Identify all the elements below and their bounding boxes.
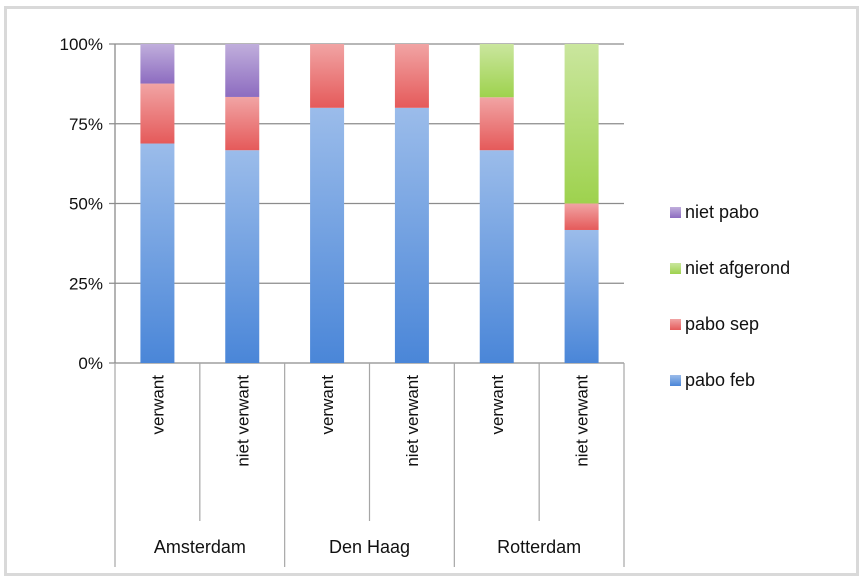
bar-segment (564, 229, 599, 363)
group-label: Amsterdam (154, 537, 246, 557)
bars-layer (140, 44, 599, 363)
category-label: niet verwant (233, 375, 252, 467)
legend-label: pabo sep (685, 314, 759, 334)
y-tick-label: 50% (69, 195, 103, 214)
bar-segment (479, 150, 514, 363)
legend-label: niet afgerond (685, 258, 790, 278)
bar-segment (140, 143, 175, 363)
bar-segment (479, 97, 514, 151)
bar-segment (564, 203, 599, 230)
bar-segment (225, 44, 260, 97)
bar-segment (479, 44, 514, 98)
y-tick-label: 25% (69, 274, 103, 293)
bar-segment (140, 83, 175, 144)
legend: niet pabo niet afgerond pabo sep pabo feb (670, 202, 790, 390)
y-tick-label: 100% (60, 35, 103, 54)
legend-swatch (670, 375, 681, 386)
category-label: niet verwant (573, 375, 592, 467)
bar-segment (310, 44, 345, 108)
bar-segment (310, 107, 345, 363)
bar-segment (394, 44, 429, 108)
bar-segment (140, 44, 175, 84)
chart-frame: 0% 25% 50% 75% 100% verwant niet verwant verwan… (4, 6, 859, 576)
group-label: Den Haag (329, 537, 410, 557)
bar-segment (394, 107, 429, 363)
bar-segment (225, 150, 260, 363)
legend-swatch (670, 207, 681, 218)
axis-layer: 0% 25% 50% 75% 100% verwant niet verwant verwan… (60, 35, 625, 567)
legend-swatch (670, 319, 681, 330)
category-label: niet verwant (403, 375, 422, 467)
bar-segment (225, 96, 260, 151)
category-label: verwant (318, 375, 337, 435)
y-tick-label: 0% (78, 354, 103, 373)
legend-label: pabo feb (685, 370, 755, 390)
bar-segment (564, 44, 599, 204)
legend-label: niet pabo (685, 202, 759, 222)
legend-swatch (670, 263, 681, 274)
grid-layer (109, 43, 624, 364)
stacked-bar-chart: 0% 25% 50% 75% 100% verwant niet verwant verwan… (60, 35, 790, 567)
group-label: Rotterdam (497, 537, 581, 557)
category-label: verwant (488, 375, 507, 435)
y-tick-label: 75% (69, 115, 103, 134)
category-label: verwant (148, 375, 167, 435)
